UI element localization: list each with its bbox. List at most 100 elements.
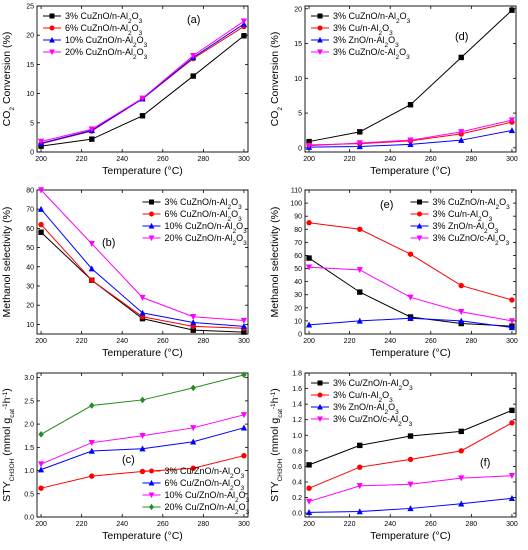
x-axis-label: Temperature (°C): [102, 530, 183, 542]
y-tick-label: 50: [294, 266, 302, 273]
x-tick-label: 220: [344, 521, 356, 528]
y-tick-label: 70: [294, 240, 302, 247]
plot-frame: [36, 5, 249, 153]
y-tick-label: 0: [30, 150, 34, 157]
legend-marker: [148, 235, 155, 242]
x-tick-label: 200: [303, 156, 315, 163]
data-point-s1-2: [357, 442, 363, 449]
y-tick-label: 0: [298, 332, 302, 339]
plot-frame: [36, 189, 249, 335]
data-point-s3-3: [407, 141, 414, 148]
x-tick-label: 200: [303, 521, 315, 528]
x-tick-label: 200: [35, 156, 47, 163]
data-point-s3-4: [458, 136, 465, 143]
y-tick-label: 20: [294, 305, 302, 312]
data-point-s3-4: [190, 319, 197, 326]
panel-d: 200 220 240 260 280 300 0 5 10 15 20 Temperature (°…: [269, 5, 518, 177]
data-point-s3-1: [305, 321, 313, 328]
legend-entry-2: 6% CuZnO/n-Al2O3: [165, 209, 243, 223]
legend-marker: [317, 416, 323, 423]
y-tick-label: 100: [290, 201, 302, 208]
y-tick-label: 110: [291, 188, 302, 195]
plot-frame: [304, 189, 517, 335]
panel-label: (e): [380, 199, 393, 211]
legend-marker: [417, 199, 422, 205]
y-tick-label: 20: [294, 6, 302, 13]
legend-entry-3: 10% CuZnO/n-Al2O3: [65, 35, 148, 49]
legend-marker: [148, 492, 155, 499]
data-point-s2-4: [190, 438, 197, 445]
data-point-s4-2: [88, 126, 95, 133]
x-axis-label: Temperature (°C): [102, 347, 183, 359]
y-tick-label: 1.0: [292, 433, 302, 440]
data-point-s4-4: [190, 314, 197, 321]
y-tick-label: 20: [26, 33, 34, 40]
x-tick-label: 280: [466, 338, 478, 345]
y-tick-label: 10: [294, 318, 302, 325]
data-point-s4-4: [190, 384, 196, 392]
x-tick-label: 260: [157, 156, 169, 163]
data-point-s1-5: [241, 452, 247, 459]
y-tick-label: 60: [294, 253, 302, 260]
x-tick-label: 220: [344, 156, 356, 163]
x-tick-label: 220: [76, 338, 88, 345]
data-point-s4-3: [139, 294, 146, 301]
data-point-s1-5: [509, 407, 515, 414]
legend-marker: [49, 49, 55, 56]
legend-entry-3: 3% ZnO/n-Al2O3: [333, 35, 399, 49]
data-point-s3-5: [240, 412, 248, 419]
data-point-s1-1: [38, 485, 44, 491]
legend-entry-4: 20% CuZnO/n-Al2O3: [65, 47, 148, 61]
data-point-s4-4: [458, 475, 465, 482]
x-tick-label: 280: [198, 521, 210, 528]
x-tick-label: 300: [238, 338, 250, 345]
legend-entry-1: 3% Cu/ZnO/n-Al2O3: [333, 378, 413, 392]
y-tick-label: 70: [26, 207, 34, 214]
y-tick-label: 30: [294, 292, 302, 299]
legend-entry-2: 6% CuZnO/n-Al2O3: [65, 23, 143, 37]
y-tick-label: 0: [298, 145, 302, 152]
x-axis-label: Temperature (°C): [370, 530, 451, 542]
y-tick-label: 1.0: [24, 468, 34, 475]
x-axis-label: Temperature (°C): [370, 347, 451, 359]
legend-entry-3: 3% ZnO/n-Al2O3: [333, 402, 399, 416]
panel-label: (f): [480, 457, 490, 469]
data-point-s4-1: [305, 264, 313, 271]
y-tick-label: 2.5: [24, 398, 34, 405]
y-tick-label: 0.0: [24, 515, 34, 522]
y-tick-label: 0.6: [292, 464, 302, 471]
data-point-s1-2: [357, 129, 363, 135]
data-point-s4-5: [241, 371, 247, 379]
y-tick-label: 2.0: [24, 422, 34, 429]
legend-entry-1: 3% CuZnO/n-Al2O3: [165, 197, 243, 211]
x-tick-label: 300: [238, 156, 250, 163]
x-tick-label: 240: [116, 156, 128, 163]
data-point-s3-2: [356, 317, 363, 324]
data-point-s1-4: [458, 428, 464, 435]
data-point-s2-2: [89, 277, 95, 283]
y-tick-label: 15: [294, 41, 302, 48]
data-point-s2-1: [306, 220, 312, 226]
y-tick-label: 80: [26, 188, 34, 195]
data-point-s2-5: [509, 420, 515, 426]
legend-entry-1: 3% CuZnO/n-Al2O3: [333, 11, 411, 25]
legend-entry-2: 3% Cu/n-Al2O3: [333, 390, 393, 404]
data-point-s2-1: [306, 485, 312, 491]
panel-c: 200 220 240 260 280 300 0.0 0.5 1.0 1.5 2.0 2.5 3.0 T…: [1, 371, 250, 542]
legend-marker: [148, 479, 155, 486]
y-tick-label: 40: [294, 279, 302, 286]
legend-entry-4: 3% CuZnO/c-Al2O3: [433, 233, 510, 247]
x-tick-label: 300: [506, 156, 518, 163]
data-point-s1-2: [89, 473, 95, 479]
data-point-s2-5: [240, 424, 248, 431]
panel-label: (b): [102, 237, 115, 249]
y-tick-label: 1.5: [24, 445, 34, 452]
data-point-s3-3: [407, 314, 414, 321]
panel-f: 200 220 240 260 280 300 0.0 0.2 0.4 0.6 0.8 1.0 1.2 1…: [269, 371, 518, 543]
data-point-s1-5: [241, 33, 247, 39]
series-line-2: [308, 422, 513, 489]
